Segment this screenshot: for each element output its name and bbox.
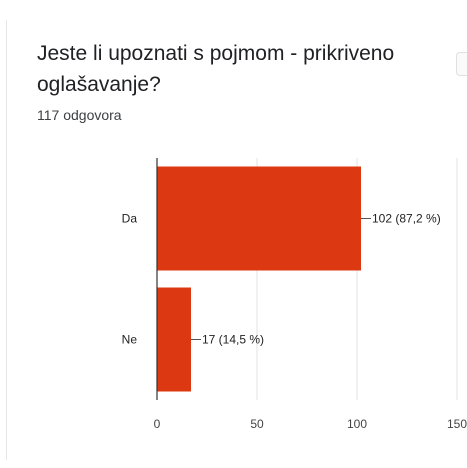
x-tick-label: 150 xyxy=(447,417,467,431)
x-tick-label: 0 xyxy=(154,417,161,431)
data-label: 102 (87,2 %) xyxy=(372,212,441,226)
category-label: Ne xyxy=(122,333,138,347)
data-labels: 102 (87,2 %) 17 (14,5 %) xyxy=(191,212,441,347)
x-tick-labels: 0 50 100 150 xyxy=(154,417,467,431)
category-label: Da xyxy=(122,212,138,226)
card-border xyxy=(6,20,7,460)
data-label: 17 (14,5 %) xyxy=(202,333,264,347)
response-count: 117 odgovora xyxy=(37,107,122,123)
x-tick-label: 50 xyxy=(250,417,264,431)
question-title: Jeste li upoznati s pojmom - prikriveno … xyxy=(37,42,395,96)
bar-ne[interactable] xyxy=(157,287,191,392)
chart-menu-button[interactable] xyxy=(456,52,467,76)
category-labels: Da Ne xyxy=(122,212,138,347)
bars xyxy=(157,166,361,392)
x-tick-label: 100 xyxy=(347,417,367,431)
bar-da[interactable] xyxy=(157,166,361,271)
